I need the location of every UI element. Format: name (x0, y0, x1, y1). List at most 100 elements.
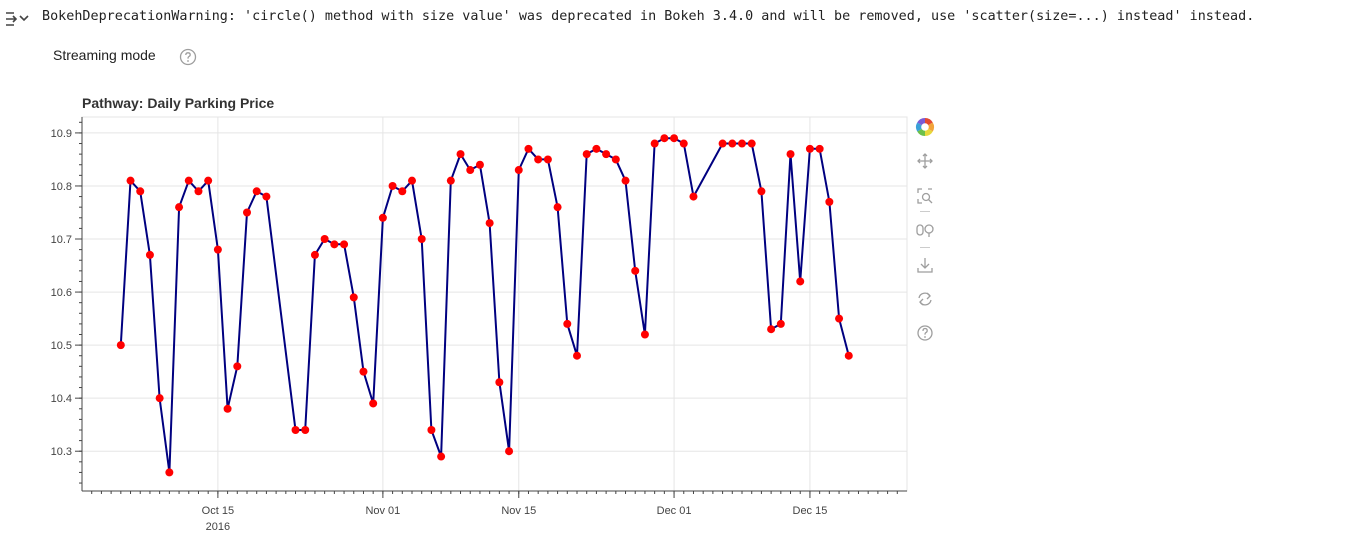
data-point (262, 192, 271, 201)
data-point (330, 240, 339, 249)
data-point (437, 452, 446, 461)
streaming-mode-widget[interactable]: Streaming mode (53, 47, 156, 63)
data-point (165, 468, 174, 477)
x-tick-label: Nov 15 (501, 505, 536, 517)
wheel-zoom-icon[interactable] (916, 224, 934, 237)
data-point (427, 425, 436, 434)
data-point (456, 150, 465, 159)
data-point (485, 219, 494, 228)
data-point (757, 187, 766, 196)
data-point (728, 139, 737, 148)
data-point (835, 314, 844, 323)
data-point (213, 245, 222, 254)
x-tick-label: Oct 15 (202, 505, 234, 517)
data-point (592, 144, 601, 153)
data-point (621, 176, 630, 185)
data-point (776, 319, 785, 328)
data-point (184, 176, 193, 185)
y-tick-label: 10.5 (51, 340, 72, 352)
data-point (408, 176, 416, 185)
data-point (573, 351, 581, 360)
toolbar-divider (920, 211, 930, 212)
data-point (631, 266, 640, 275)
x-tick-sublabel: 2016 (206, 521, 230, 533)
data-point (369, 399, 378, 408)
streaming-mode-label: Streaming mode (53, 47, 156, 63)
toolbar-divider (920, 247, 930, 248)
data-point (718, 139, 727, 148)
y-tick-label: 10.4 (51, 393, 72, 405)
data-point (301, 425, 310, 434)
data-point (378, 213, 387, 222)
data-point (310, 250, 319, 259)
data-point (825, 197, 834, 206)
data-point (534, 155, 543, 164)
data-point (660, 134, 669, 143)
data-point (223, 404, 232, 413)
bokeh-logo-icon[interactable] (915, 117, 935, 137)
y-tick-label: 10.6 (51, 287, 72, 299)
data-point (582, 150, 591, 159)
data-point (466, 166, 475, 175)
data-point (514, 166, 523, 175)
data-point (320, 235, 329, 244)
data-point (689, 192, 698, 201)
y-tick-label: 10.7 (51, 234, 72, 246)
data-point (670, 134, 679, 143)
data-point (175, 203, 184, 212)
data-point (398, 187, 407, 196)
data-point (767, 325, 776, 334)
help-icon[interactable] (917, 325, 933, 341)
data-point (340, 240, 349, 249)
data-point (252, 187, 261, 196)
series-line (119, 137, 850, 474)
box-zoom-icon[interactable] (917, 188, 933, 204)
data-point (417, 235, 426, 244)
data-point (650, 139, 659, 148)
y-tick-label: 10.8 (51, 181, 72, 193)
data-point (553, 203, 562, 212)
data-point (796, 277, 805, 286)
data-point (446, 176, 455, 185)
output-collapse-icon[interactable] (4, 10, 32, 28)
data-point (233, 362, 242, 371)
data-point (505, 447, 514, 456)
data-point (524, 144, 533, 153)
help-circle-icon[interactable] (179, 48, 197, 66)
data-point (359, 367, 368, 376)
data-point (602, 150, 611, 159)
data-point (611, 155, 620, 164)
data-point (291, 425, 300, 434)
chart-toolbar (915, 117, 935, 341)
pan-icon[interactable] (917, 153, 933, 169)
data-point (563, 319, 572, 328)
data-point (543, 155, 552, 164)
data-point (738, 139, 746, 148)
data-point (747, 139, 756, 148)
y-tick-label: 10.3 (51, 446, 72, 458)
x-tick-label: Dec 15 (793, 505, 828, 517)
chart-title: Pathway: Daily Parking Price (82, 95, 274, 111)
data-point (844, 351, 853, 360)
y-tick-label: 10.9 (51, 128, 72, 140)
data-point (349, 293, 358, 302)
data-point (495, 378, 504, 387)
data-point (116, 341, 125, 350)
data-point (136, 187, 145, 196)
data-point (679, 139, 688, 148)
data-point (194, 187, 203, 196)
deprecation-warning: BokehDeprecationWarning: 'circle() metho… (42, 9, 1255, 24)
x-tick-label: Dec 01 (657, 505, 692, 517)
data-point (126, 176, 135, 185)
data-point (155, 394, 164, 403)
data-point (786, 150, 795, 159)
data-point (475, 160, 484, 169)
reset-icon[interactable] (918, 292, 932, 306)
data-point (805, 144, 814, 153)
data-point (145, 250, 154, 259)
data-point (388, 181, 397, 190)
save-icon[interactable] (917, 258, 933, 273)
data-point (640, 330, 649, 339)
x-tick-label: Nov 01 (365, 505, 400, 517)
